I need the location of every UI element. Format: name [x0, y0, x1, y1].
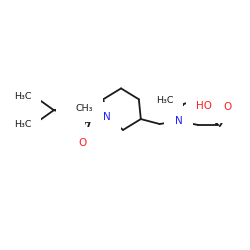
Text: H₃C: H₃C: [156, 96, 174, 105]
Text: H₃C: H₃C: [14, 92, 32, 101]
Text: CH₃: CH₃: [197, 94, 215, 103]
Text: O: O: [66, 109, 75, 119]
Text: O: O: [224, 102, 232, 112]
Text: CH₃: CH₃: [76, 104, 93, 113]
Text: HO: HO: [196, 101, 212, 111]
Text: O: O: [78, 138, 86, 148]
Text: H₃C: H₃C: [14, 120, 32, 128]
Text: N: N: [103, 112, 111, 122]
Text: N: N: [174, 116, 182, 126]
